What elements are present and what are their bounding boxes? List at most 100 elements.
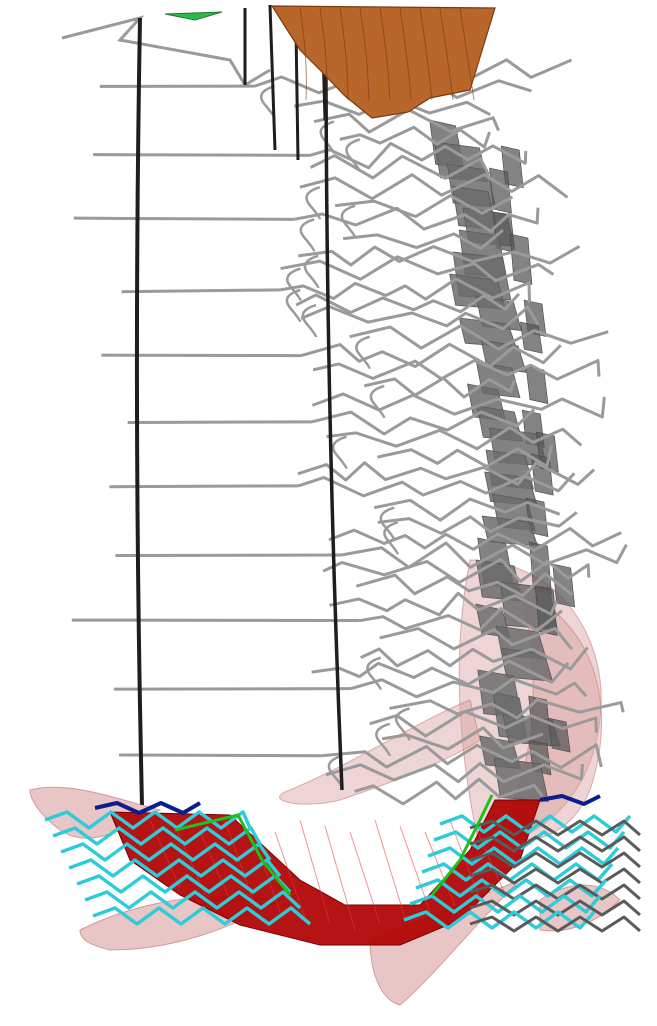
access-ramp	[303, 254, 320, 289]
level-drive	[381, 726, 544, 751]
orebody-facet	[374, 819, 406, 919]
orebody-facet	[474, 825, 506, 895]
level-drive	[298, 245, 581, 267]
level-drive	[311, 659, 570, 686]
level-drive	[311, 392, 606, 419]
access-ramp	[366, 656, 382, 690]
level-drive	[363, 376, 516, 399]
pit-bench-line	[339, 7, 349, 101]
orebody-facet	[424, 831, 456, 907]
orebody-facet	[299, 819, 331, 925]
navy-drive	[539, 794, 601, 806]
stope-block	[509, 233, 533, 285]
level-drive	[326, 425, 583, 451]
level-drive	[313, 108, 500, 134]
access-ramp	[305, 185, 322, 220]
pit-bench-line	[299, 7, 307, 101]
access-ramp	[375, 722, 391, 757]
level-drive	[322, 743, 603, 770]
level-drive	[349, 324, 609, 351]
access-ramp	[355, 335, 371, 369]
cyan-drive-left	[76, 874, 292, 894]
grey-drive-right	[469, 835, 641, 853]
orebody-facet	[324, 825, 356, 931]
level-drive	[341, 541, 628, 569]
cyan-drive-right	[415, 878, 608, 898]
level-drive	[293, 206, 540, 233]
level-drive	[329, 591, 558, 617]
navy-drive	[94, 801, 202, 815]
cyan-drive-left	[84, 890, 302, 910]
cyan-drive-left	[68, 858, 282, 878]
green-outline-left	[174, 813, 292, 896]
crosscut-drive	[109, 484, 299, 489]
open-pit-shell	[270, 5, 496, 119]
grey-drive-right	[469, 851, 641, 869]
stope-block	[552, 563, 576, 608]
level-drive	[389, 698, 625, 720]
bottom-orebody-layer	[29, 786, 621, 1006]
access-ramp	[395, 707, 411, 741]
access-ramp	[340, 204, 357, 238]
access-ramp	[379, 506, 396, 540]
orebody-facet	[349, 831, 381, 925]
access-ramp	[299, 218, 316, 252]
open-pit-layer	[270, 5, 496, 119]
level-drive	[300, 305, 540, 331]
level-drive	[339, 125, 491, 149]
level-drive	[300, 342, 562, 369]
level-drive	[322, 557, 591, 584]
stope-block	[519, 321, 543, 354]
access-ramp	[301, 303, 318, 338]
pit-bench-line	[459, 7, 475, 101]
orebody-facet	[174, 825, 206, 895]
crosscut-drive	[93, 153, 311, 157]
pit-bench-line	[359, 7, 370, 101]
level-drive	[335, 194, 514, 218]
pit-bench-line	[379, 7, 391, 101]
level-drive	[373, 497, 561, 522]
cyan-drive-left	[52, 826, 262, 846]
cyan-drive-right	[403, 910, 596, 930]
access-ramp	[285, 288, 302, 323]
pit-bench-line	[439, 7, 454, 101]
cyan-drive-left	[92, 906, 312, 926]
surface-marker	[164, 11, 223, 21]
orebody-facet	[149, 819, 181, 889]
crosscut-drive	[121, 288, 281, 294]
level-drive	[354, 777, 544, 806]
grey-drive-right	[469, 819, 641, 837]
level-drive	[328, 526, 622, 552]
level-drive	[280, 255, 555, 283]
level-drive	[279, 277, 532, 303]
crosscut-drive	[73, 216, 295, 221]
level-drive	[309, 154, 491, 180]
level-drive	[355, 572, 574, 598]
level-drive	[342, 228, 504, 251]
level-drive	[377, 511, 578, 535]
level-drive	[369, 710, 598, 738]
level-drive	[309, 141, 528, 170]
level-drive	[298, 472, 576, 498]
shaft	[294, 29, 300, 161]
shaft	[134, 17, 144, 806]
surface-drive	[61, 15, 271, 88]
level-drive	[312, 358, 601, 381]
pit-bench-line	[419, 7, 433, 101]
crosscut-drive	[127, 420, 312, 425]
level-drive	[311, 408, 536, 436]
crosscut-drive	[119, 753, 323, 758]
level-drive	[297, 461, 596, 486]
grey-drive-right	[469, 899, 641, 917]
shaft	[324, 39, 344, 791]
level-drive	[325, 761, 584, 784]
orebody-facet	[274, 831, 306, 919]
shafts-layer	[134, 4, 344, 806]
cyan-drive-left	[60, 842, 272, 862]
grey-drive-right	[469, 915, 641, 933]
green-outline-right	[430, 794, 494, 896]
pit-bench-line	[319, 7, 328, 101]
cyan-drive-left	[44, 810, 252, 830]
